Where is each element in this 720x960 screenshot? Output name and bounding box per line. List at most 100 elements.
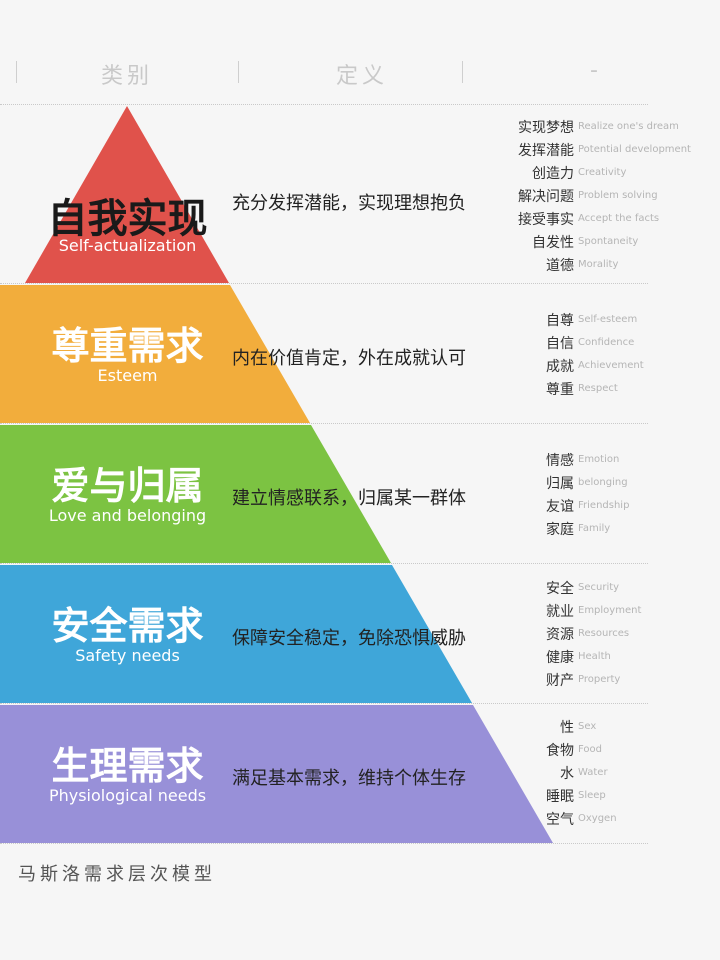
keyword-zh: 实现梦想: [518, 119, 574, 136]
keyword-en: Resources: [578, 628, 630, 639]
keyword-item: 食物 Food: [500, 739, 602, 759]
keyword-en: Health: [578, 651, 611, 662]
keyword-item: 水 Water: [500, 762, 608, 782]
keyword-item: 财产 Property: [500, 669, 620, 689]
header-category: 类别: [101, 64, 154, 89]
keyword-item: 就业 Employment: [500, 600, 641, 620]
keyword-zh: 创造力: [532, 165, 574, 182]
keyword-en: Sex: [578, 721, 597, 732]
keyword-zh: 资源: [546, 626, 574, 643]
keyword-en: Respect: [578, 383, 618, 394]
keyword-item: 空气 Oxygen: [500, 808, 617, 828]
keyword-item: 自信 Confidence: [500, 332, 634, 352]
level-definition: 满足基本需求，维持个体生存: [232, 768, 466, 789]
keyword-zh: 健康: [546, 649, 574, 666]
keyword-zh: 发挥潜能: [518, 142, 574, 159]
keyword-zh: 尊重: [546, 381, 574, 398]
header-divider: [238, 61, 239, 83]
keyword-item: 情感 Emotion: [500, 449, 619, 469]
keyword-en: Food: [578, 744, 602, 755]
keyword-en: Family: [578, 523, 611, 534]
keyword-en: Friendship: [578, 500, 630, 511]
keyword-item: 发挥潜能 Potential development: [500, 139, 691, 159]
row-divider: [0, 563, 648, 564]
keyword-item: 自发性 Spontaneity: [500, 231, 638, 251]
keyword-item: 尊重 Respect: [500, 378, 618, 398]
keyword-en: Achievement: [578, 360, 644, 371]
keyword-en: Employment: [578, 605, 642, 616]
row-divider: [0, 843, 648, 844]
keyword-zh: 解决问题: [518, 188, 574, 205]
table-header: 类别 定义 -: [0, 55, 720, 91]
keyword-item: 资源 Resources: [500, 623, 629, 643]
keyword-en: Realize one's dream: [578, 121, 679, 132]
keyword-en: Oxygen: [578, 813, 617, 824]
keyword-zh: 家庭: [546, 521, 574, 538]
keyword-zh: 睡眠: [546, 788, 574, 805]
keyword-en: Water: [578, 767, 608, 778]
keyword-item: 归属 belonging: [500, 472, 628, 492]
keyword-zh: 友谊: [546, 498, 574, 515]
keyword-en: Confidence: [578, 337, 635, 348]
keyword-item: 安全 Security: [500, 577, 619, 597]
keyword-en: Accept the facts: [578, 213, 660, 224]
level-subtitle: Physiological needs: [48, 786, 207, 805]
level-title: 爱与归属: [51, 464, 204, 508]
keyword-en: Potential development: [578, 144, 691, 155]
keyword-en: Property: [578, 674, 621, 685]
keyword-zh: 接受事实: [518, 211, 574, 228]
keyword-en: belonging: [578, 477, 628, 488]
keyword-item: 解决问题 Problem solving: [500, 185, 658, 205]
keyword-en: Creativity: [578, 167, 627, 178]
keyword-zh: 财产: [546, 672, 574, 689]
keyword-item: 道德 Morality: [500, 254, 618, 274]
keyword-zh: 就业: [546, 603, 574, 620]
level-definition: 内在价值肯定，外在成就认可: [232, 348, 466, 369]
keyword-zh: 食物: [546, 742, 574, 759]
keyword-item: 家庭 Family: [500, 518, 610, 538]
keyword-zh: 道德: [546, 257, 574, 274]
level-title: 尊重需求: [51, 324, 204, 368]
keyword-zh: 自信: [546, 335, 574, 352]
keyword-item: 睡眠 Sleep: [500, 785, 606, 805]
keyword-zh: 安全: [546, 580, 574, 597]
pyramid-level-safety: [0, 565, 472, 703]
pyramid-level-esteem: [0, 285, 310, 423]
keyword-zh: 自尊: [546, 312, 574, 329]
keyword-zh: 空气: [546, 811, 574, 828]
keyword-en: Emotion: [578, 454, 620, 465]
keyword-item: 实现梦想 Realize one's dream: [500, 116, 679, 136]
row-divider: [0, 703, 648, 704]
keyword-item: 自尊 Self-esteem: [500, 309, 637, 329]
level-subtitle: Esteem: [97, 366, 158, 385]
diagram-caption: 马斯洛需求层次模型: [18, 864, 216, 885]
level-title: 自我实现: [47, 196, 208, 242]
level-definition: 充分发挥潜能，实现理想抱负: [232, 193, 466, 214]
keyword-zh: 自发性: [532, 234, 574, 251]
keyword-item: 健康 Health: [500, 646, 611, 666]
keyword-item: 成就 Achievement: [500, 355, 644, 375]
keyword-en: Problem solving: [578, 190, 658, 201]
keyword-zh: 情感: [546, 452, 574, 469]
keyword-en: Spontaneity: [578, 236, 639, 247]
level-subtitle: Love and belonging: [48, 506, 207, 525]
header-dash: -: [590, 58, 602, 83]
keyword-item: 创造力 Creativity: [500, 162, 626, 182]
keyword-en: Sleep: [578, 790, 606, 801]
keyword-zh: 水: [560, 765, 574, 782]
keyword-en: Self-esteem: [578, 314, 638, 325]
level-title: 生理需求: [51, 744, 204, 788]
keyword-item: 性 Sex: [500, 716, 596, 736]
pyramid-level-self-actualization: [25, 106, 229, 283]
header-divider: [16, 61, 17, 83]
row-divider: [0, 283, 648, 284]
pyramid-level-physiological: [0, 705, 553, 843]
level-subtitle: Self-actualization: [58, 236, 197, 255]
keyword-zh: 成就: [546, 358, 574, 375]
header-divider: [462, 61, 463, 83]
keyword-zh: 归属: [546, 475, 574, 492]
keyword-item: 友谊 Friendship: [500, 495, 629, 515]
header-definition: 定义: [336, 64, 389, 89]
level-definition: 保障安全稳定，免除恐惧威胁: [232, 628, 466, 649]
